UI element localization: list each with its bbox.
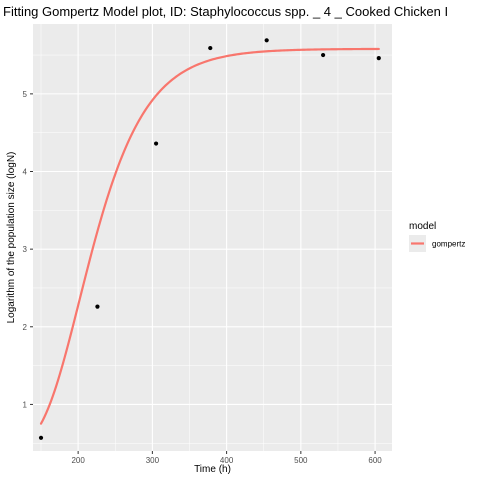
chart-title: Fitting Gompertz Model plot, ID: Staphyl… xyxy=(3,4,448,19)
x-tick-label: 500 xyxy=(294,456,308,465)
x-tick-label: 600 xyxy=(368,456,382,465)
data-point xyxy=(264,38,269,43)
data-point xyxy=(95,304,100,309)
y-axis-label: Logarithm of the population size (logN) xyxy=(6,152,17,324)
legend-label-gompertz: gompertz xyxy=(432,240,465,249)
x-tick-label: 400 xyxy=(220,456,234,465)
x-axis-label: Time (h) xyxy=(194,464,231,475)
data-point xyxy=(321,52,326,58)
gompertz-fit-line xyxy=(39,47,380,425)
x-axis: 200 300 400 500 600 xyxy=(71,451,382,465)
data-point xyxy=(376,56,381,61)
data-point xyxy=(153,141,159,146)
legend-title: model xyxy=(409,221,436,232)
x-tick-label: 300 xyxy=(146,456,160,465)
fit-layer xyxy=(39,47,380,425)
minor-gridlines xyxy=(33,24,392,451)
y-tick-label: 2 xyxy=(23,323,28,332)
points-layer xyxy=(38,38,381,440)
data-point xyxy=(208,45,213,51)
y-axis: 1 2 3 4 5 xyxy=(23,90,33,409)
x-tick-label: 200 xyxy=(71,456,85,465)
plot-panel xyxy=(33,24,392,451)
y-tick-label: 5 xyxy=(23,90,28,99)
y-tick-label: 3 xyxy=(23,245,28,254)
y-tick-label: 4 xyxy=(23,168,28,177)
major-gridlines xyxy=(33,24,392,451)
y-tick-label: 1 xyxy=(23,400,28,409)
legend: model gompertz xyxy=(409,221,465,252)
data-point xyxy=(38,435,44,440)
